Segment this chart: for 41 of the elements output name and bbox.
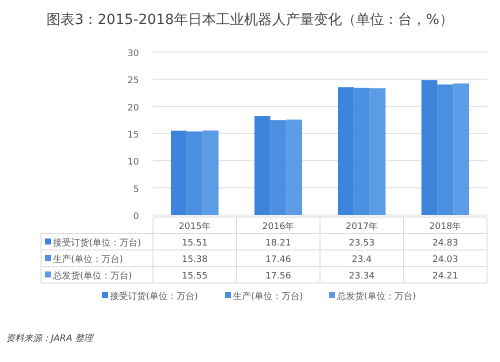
x-tick-label: 2015年 xyxy=(178,221,211,232)
bar xyxy=(437,84,454,215)
data-label: 23.53 xyxy=(348,238,375,248)
data-label: 18.21 xyxy=(265,238,292,248)
data-label: 15.38 xyxy=(182,255,208,265)
bar xyxy=(453,83,470,215)
y-tick-label: 25 xyxy=(128,76,139,86)
bar xyxy=(286,120,302,215)
text: 总发货(单位：万台) xyxy=(53,272,132,282)
data-label: 15.55 xyxy=(182,272,208,282)
data-label: 24.03 xyxy=(432,255,458,265)
bar xyxy=(254,116,270,215)
bar xyxy=(421,80,438,215)
y-tick-label: 20 xyxy=(128,103,140,114)
text: 资料来源：JARA 整理 xyxy=(6,333,94,344)
legend-label: 接受订货(单位：万台) xyxy=(53,238,142,248)
y-tick-label: 15 xyxy=(128,130,139,140)
data-label: 17.46 xyxy=(265,255,292,265)
y-tick-label: 30 xyxy=(128,49,140,59)
x-tick-label: 2017年 xyxy=(346,221,378,232)
data-label: 24.21 xyxy=(432,272,458,282)
y-tick-label: 10 xyxy=(128,158,140,168)
legend-label: 总发货(单位：万台) xyxy=(336,291,416,302)
data-label: 15.51 xyxy=(182,238,208,248)
chart-title: 图表3：2015-2018年日本工业机器人产量变化（单位：台，%） xyxy=(46,12,454,28)
bar xyxy=(354,88,370,215)
bar xyxy=(370,88,386,215)
bar xyxy=(338,87,354,215)
y-tick-label: 5 xyxy=(133,184,139,195)
bar xyxy=(270,120,286,215)
x-tick-label: 2018年 xyxy=(429,221,462,232)
bar xyxy=(186,131,203,215)
data-label: 17.56 xyxy=(265,272,292,282)
data-label: 23.34 xyxy=(348,272,375,282)
bar xyxy=(170,130,187,215)
y-tick-label: 0 xyxy=(133,212,140,222)
bar xyxy=(202,130,219,215)
legend-label: 生产(单位：万台) xyxy=(53,254,124,265)
data-label: 24.83 xyxy=(432,238,458,248)
data-label: 23.4 xyxy=(352,255,372,265)
x-tick-label: 2016年 xyxy=(262,221,294,232)
